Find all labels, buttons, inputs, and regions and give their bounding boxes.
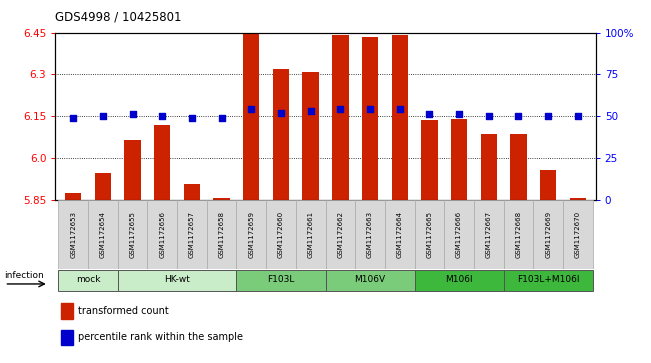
Text: GSM1172657: GSM1172657 (189, 211, 195, 258)
Point (246, 107, 256, 113)
Bar (421, 121, 437, 200)
Point (335, 107, 346, 113)
Bar (61, 303, 73, 319)
Text: GSM1172659: GSM1172659 (248, 211, 255, 258)
FancyBboxPatch shape (236, 270, 326, 291)
Point (573, 113, 583, 119)
FancyBboxPatch shape (296, 200, 326, 269)
Text: GSM1172670: GSM1172670 (575, 211, 581, 258)
Text: M106V: M106V (355, 276, 385, 285)
Bar (124, 140, 141, 200)
FancyBboxPatch shape (118, 270, 236, 291)
Bar (480, 134, 497, 200)
Bar (540, 171, 557, 200)
FancyBboxPatch shape (236, 200, 266, 269)
FancyBboxPatch shape (415, 200, 444, 269)
Text: mock: mock (76, 276, 100, 285)
FancyBboxPatch shape (504, 200, 533, 269)
Point (98, 113, 108, 119)
Point (543, 113, 553, 119)
Point (216, 115, 227, 121)
Text: GSM1172653: GSM1172653 (70, 211, 76, 258)
Point (187, 115, 197, 121)
Bar (332, 36, 348, 200)
Text: GSM1172655: GSM1172655 (130, 211, 135, 258)
FancyBboxPatch shape (207, 200, 236, 269)
FancyBboxPatch shape (177, 200, 207, 269)
Text: GSM1172660: GSM1172660 (278, 211, 284, 258)
FancyBboxPatch shape (533, 200, 563, 269)
Text: GSM1172669: GSM1172669 (545, 211, 551, 258)
Bar (61, 330, 73, 345)
Point (395, 107, 405, 113)
FancyBboxPatch shape (415, 270, 504, 291)
Point (484, 113, 494, 119)
Point (276, 110, 286, 116)
Text: GSM1172656: GSM1172656 (159, 211, 165, 258)
Bar (154, 125, 171, 200)
FancyBboxPatch shape (59, 200, 88, 269)
Bar (243, 34, 260, 200)
Bar (184, 184, 200, 200)
Text: GSM1172658: GSM1172658 (219, 211, 225, 258)
FancyBboxPatch shape (88, 200, 118, 269)
FancyBboxPatch shape (59, 270, 118, 291)
Text: M106I: M106I (445, 276, 473, 285)
FancyBboxPatch shape (326, 200, 355, 269)
Point (424, 111, 435, 117)
FancyBboxPatch shape (563, 200, 592, 269)
Point (128, 111, 138, 117)
FancyBboxPatch shape (326, 270, 415, 291)
FancyBboxPatch shape (444, 200, 474, 269)
Bar (94, 173, 111, 200)
Text: F103L+M106I: F103L+M106I (517, 276, 579, 285)
Bar (362, 37, 378, 200)
FancyBboxPatch shape (147, 200, 177, 269)
Text: GSM1172667: GSM1172667 (486, 211, 492, 258)
FancyBboxPatch shape (118, 200, 147, 269)
Text: GSM1172664: GSM1172664 (396, 211, 403, 258)
Text: percentile rank within the sample: percentile rank within the sample (78, 332, 243, 342)
Text: transformed count: transformed count (78, 306, 169, 316)
Bar (214, 198, 230, 200)
Text: GSM1172663: GSM1172663 (367, 211, 373, 258)
Point (454, 111, 464, 117)
Point (305, 108, 316, 114)
Bar (65, 193, 81, 200)
Text: GSM1172666: GSM1172666 (456, 211, 462, 258)
FancyBboxPatch shape (266, 200, 296, 269)
Point (68, 115, 78, 121)
Text: GSM1172665: GSM1172665 (426, 211, 432, 258)
FancyBboxPatch shape (474, 200, 504, 269)
Bar (570, 198, 586, 200)
Text: GDS4998 / 10425801: GDS4998 / 10425801 (55, 11, 182, 24)
Bar (273, 69, 289, 200)
Bar (510, 134, 527, 200)
Bar (391, 36, 408, 200)
FancyBboxPatch shape (504, 270, 592, 291)
Point (513, 113, 523, 119)
Point (157, 113, 167, 119)
Text: GSM1172662: GSM1172662 (337, 211, 343, 258)
Text: infection: infection (5, 271, 44, 280)
Text: GSM1172668: GSM1172668 (516, 211, 521, 258)
Bar (303, 72, 319, 200)
Bar (451, 119, 467, 200)
Text: GSM1172654: GSM1172654 (100, 211, 106, 258)
Point (365, 107, 375, 113)
Text: F103L: F103L (268, 276, 295, 285)
FancyBboxPatch shape (355, 200, 385, 269)
FancyBboxPatch shape (385, 200, 415, 269)
Text: GSM1172661: GSM1172661 (308, 211, 314, 258)
Text: HK-wt: HK-wt (164, 276, 190, 285)
